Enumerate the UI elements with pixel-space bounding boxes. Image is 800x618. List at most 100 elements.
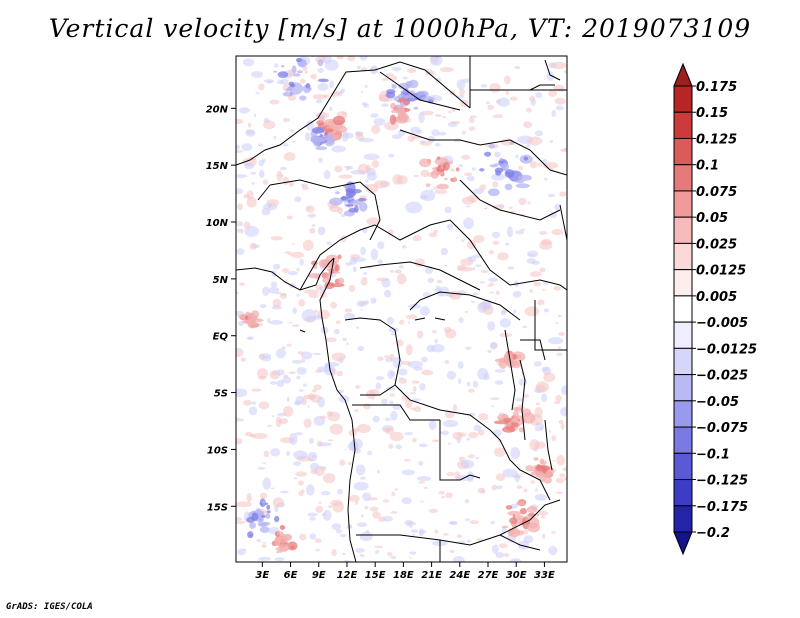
field-patch xyxy=(420,501,424,503)
field-patch xyxy=(444,360,450,365)
field-patch xyxy=(457,361,464,369)
field-patch xyxy=(301,183,309,187)
field-patch xyxy=(507,266,515,270)
field-patch xyxy=(556,454,566,466)
field-patch xyxy=(361,514,364,518)
field-patch xyxy=(535,422,540,426)
field-patch xyxy=(384,121,399,131)
field-patch xyxy=(348,461,352,466)
field-patch xyxy=(236,118,244,124)
field-patch xyxy=(268,286,280,294)
field-patch xyxy=(438,286,450,297)
field-patch xyxy=(560,423,565,430)
field-patch xyxy=(456,534,462,538)
field-patch xyxy=(342,112,347,115)
field-patch xyxy=(473,188,484,195)
field-patch xyxy=(401,245,407,249)
field-patch xyxy=(427,277,435,283)
field-patch xyxy=(236,348,244,358)
colorbar-segment xyxy=(673,62,693,87)
field-patch xyxy=(357,197,367,202)
field-patch xyxy=(298,299,305,307)
field-patch xyxy=(287,541,298,551)
border-line xyxy=(534,300,567,351)
field-patch xyxy=(410,529,418,533)
field-patch xyxy=(501,525,509,529)
field-patch xyxy=(548,546,558,556)
border-line xyxy=(459,179,561,221)
field-patch xyxy=(279,543,289,552)
field-patch xyxy=(474,457,480,460)
field-patch xyxy=(352,448,361,454)
field-patch xyxy=(551,435,557,442)
field-patch xyxy=(499,318,511,328)
field-patch xyxy=(276,536,281,545)
field-patch xyxy=(480,84,488,88)
x-tick-label: 15E xyxy=(365,570,386,581)
field-patch xyxy=(243,194,250,199)
field-patch xyxy=(555,394,562,402)
field-patch xyxy=(267,203,272,208)
colorbar-label: 0.025 xyxy=(696,237,737,252)
field-patch xyxy=(458,88,466,96)
field-patch xyxy=(253,113,257,118)
field-patch xyxy=(539,231,547,235)
field-patch xyxy=(479,281,485,284)
field-patch xyxy=(444,177,448,181)
field-patch xyxy=(523,156,529,161)
field-patch xyxy=(365,179,369,183)
field-patch xyxy=(526,107,532,113)
field-patch xyxy=(310,137,316,143)
field-patch xyxy=(366,171,377,181)
field-patch xyxy=(375,382,382,390)
field-patch xyxy=(505,505,513,510)
field-patch xyxy=(317,226,326,236)
colorbar-segment xyxy=(673,111,693,139)
field-patch xyxy=(317,59,324,67)
field-patch xyxy=(317,67,324,74)
field-patch xyxy=(334,271,341,274)
field-patch xyxy=(465,205,471,208)
field-patch xyxy=(296,375,301,380)
field-patch xyxy=(360,67,368,71)
border-line xyxy=(374,219,567,291)
field-patch xyxy=(461,196,475,205)
field-patch xyxy=(398,264,404,269)
field-patch xyxy=(273,63,279,68)
field-patch xyxy=(371,160,379,168)
field-patch xyxy=(477,429,485,436)
field-patch xyxy=(263,450,269,458)
field-patch xyxy=(307,512,318,517)
field-patch xyxy=(555,322,559,325)
field-patch xyxy=(439,66,454,73)
field-patch xyxy=(324,134,334,141)
field-patch xyxy=(398,377,408,384)
field-patch xyxy=(315,548,320,552)
field-patch xyxy=(369,506,379,512)
field-patch xyxy=(525,464,534,472)
field-patch xyxy=(274,557,285,562)
field-patch xyxy=(257,466,266,470)
field-patch xyxy=(303,383,307,388)
field-patch xyxy=(471,300,476,303)
field-patch xyxy=(360,277,368,286)
field-patch xyxy=(356,65,361,70)
field-patch xyxy=(365,530,370,534)
field-patch xyxy=(293,477,298,480)
field-patch xyxy=(407,90,416,95)
field-patch xyxy=(335,90,344,94)
field-patch xyxy=(385,73,394,77)
field-patch xyxy=(322,277,331,284)
field-patch xyxy=(288,371,296,375)
field-patch xyxy=(394,488,398,491)
field-patch xyxy=(407,321,411,324)
field-patch xyxy=(419,529,427,534)
field-patch xyxy=(273,135,277,140)
field-patch xyxy=(247,122,252,128)
field-patch xyxy=(551,530,556,534)
field-patch xyxy=(523,535,534,544)
field-patch xyxy=(342,337,347,342)
field-patch xyxy=(501,413,508,419)
field-patch xyxy=(389,114,397,125)
